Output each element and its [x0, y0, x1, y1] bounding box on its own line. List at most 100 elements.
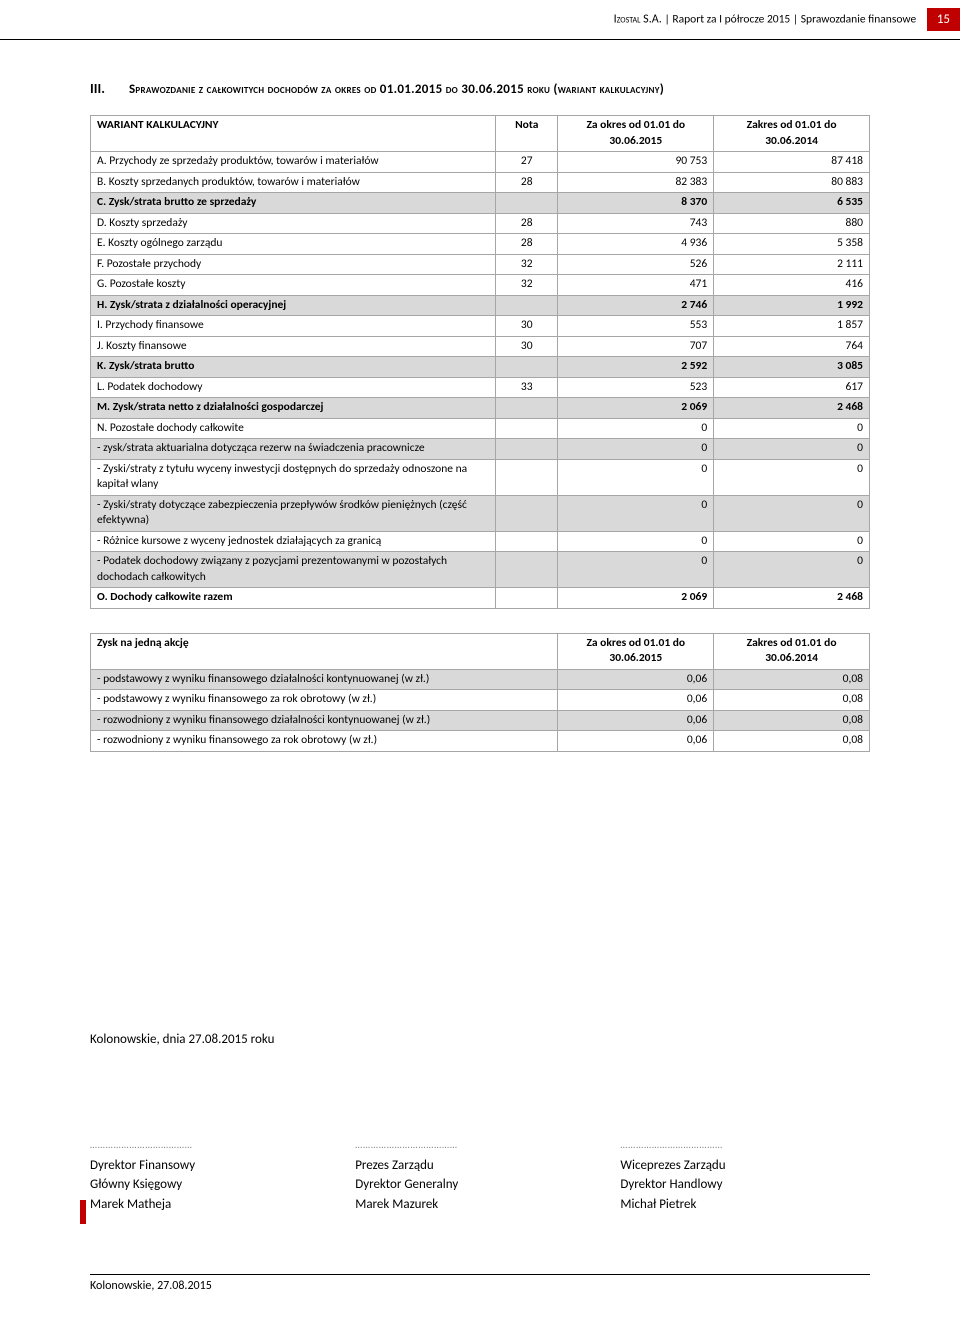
- row-value-current: 0: [558, 418, 714, 439]
- table-row: F. Pozostałe przychody325262 111: [91, 254, 870, 275]
- table-row: B. Koszty sprzedanych produktów, towarów…: [91, 172, 870, 193]
- footer-block: Kolonowskie, dnia 27.08.2015 roku …………………: [0, 1032, 960, 1215]
- table-row: O. Dochody całkowite razem2 0692 468: [91, 588, 870, 609]
- signature-line: …………………………………: [355, 1137, 605, 1152]
- table-row: I. Przychody finansowe305531 857: [91, 316, 870, 337]
- row-value-current: 2 746: [558, 295, 714, 316]
- table-row: - Różnice kursowe z wyceny jednostek dzi…: [91, 531, 870, 552]
- row-nota: 28: [496, 234, 558, 255]
- row-label: D. Koszty sprzedaży: [91, 213, 496, 234]
- row-value-prior: 0: [714, 495, 870, 531]
- table-row: - Zyski/straty dotyczące zabezpieczenia …: [91, 495, 870, 531]
- row-value-current: 8 370: [558, 193, 714, 214]
- table-row: C. Zysk/strata brutto ze sprzedaży8 3706…: [91, 193, 870, 214]
- table-header: Zakres od 01.01 do 30.06.2014: [714, 116, 870, 152]
- signature-column: …………………………………Dyrektor FinansowyGłówny Ks…: [90, 1137, 340, 1215]
- row-value-current: 523: [558, 377, 714, 398]
- row-nota: 28: [496, 213, 558, 234]
- row-value-prior: 1 857: [714, 316, 870, 337]
- table-header: Za okres od 01.01 do 30.06.2015: [558, 116, 714, 152]
- page-number-badge: 15: [927, 8, 960, 31]
- row-nota: [496, 459, 558, 495]
- row-value-current: 2 069: [558, 398, 714, 419]
- row-nota: 32: [496, 275, 558, 296]
- row-value-current: 0,06: [558, 690, 714, 711]
- row-value-current: 0,06: [558, 731, 714, 752]
- signature-column: …………………………………Wiceprezes ZarząduDyrektor …: [620, 1137, 870, 1215]
- signature-subtitle: Dyrektor Handlowy: [620, 1175, 870, 1195]
- table-row: A. Przychody ze sprzedaży produktów, tow…: [91, 152, 870, 173]
- row-value-prior: 0: [714, 418, 870, 439]
- row-label: E. Koszty ogólnego zarządu: [91, 234, 496, 255]
- row-nota: 33: [496, 377, 558, 398]
- table-row: M. Zysk/strata netto z działalności gosp…: [91, 398, 870, 419]
- row-label: - rozwodniony z wyniku finansowego za ro…: [91, 731, 558, 752]
- row-nota: [496, 398, 558, 419]
- row-value-prior: 0: [714, 439, 870, 460]
- row-label: - podstawowy z wyniku finansowego działa…: [91, 669, 558, 690]
- row-label: F. Pozostałe przychody: [91, 254, 496, 275]
- row-label: - Zyski/straty dotyczące zabezpieczenia …: [91, 495, 496, 531]
- row-value-prior: 0: [714, 459, 870, 495]
- row-value-prior: 764: [714, 336, 870, 357]
- row-value-current: 4 936: [558, 234, 714, 255]
- signature-name: Marek Mazurek: [355, 1195, 605, 1215]
- table-row: D. Koszty sprzedaży28743880: [91, 213, 870, 234]
- row-label: - podstawowy z wyniku finansowego za rok…: [91, 690, 558, 711]
- row-value-prior: 87 418: [714, 152, 870, 173]
- row-label: - Podatek dochodowy związany z pozycjami…: [91, 552, 496, 588]
- row-nota: [496, 357, 558, 378]
- row-value-prior: 0,08: [714, 690, 870, 711]
- row-value-current: 0,06: [558, 710, 714, 731]
- row-value-prior: 0,08: [714, 731, 870, 752]
- row-value-prior: 2 468: [714, 398, 870, 419]
- row-nota: [496, 439, 558, 460]
- row-value-current: 553: [558, 316, 714, 337]
- row-label: N. Pozostałe dochody całkowite: [91, 418, 496, 439]
- signature-subtitle: Dyrektor Generalny: [355, 1175, 605, 1195]
- page-footer-line: Kolonowskie, 27.08.2015: [90, 1274, 870, 1293]
- table-row: E. Koszty ogólnego zarządu284 9365 358: [91, 234, 870, 255]
- eps-table: Zysk na jedną akcjęZa okres od 01.01 do …: [90, 633, 870, 752]
- row-value-prior: 617: [714, 377, 870, 398]
- row-nota: [496, 495, 558, 531]
- table-row: - Zyski/straty z tytułu wyceny inwestycj…: [91, 459, 870, 495]
- row-value-current: 0,06: [558, 669, 714, 690]
- row-value-current: 471: [558, 275, 714, 296]
- section-title: Sprawozdanie z całkowitych dochodów za o…: [129, 82, 664, 97]
- signature-line: …………………………………: [90, 1137, 340, 1152]
- row-nota: [496, 295, 558, 316]
- row-value-current: 0: [558, 531, 714, 552]
- row-label: M. Zysk/strata netto z działalności gosp…: [91, 398, 496, 419]
- row-value-prior: 0: [714, 531, 870, 552]
- table-header: Nota: [496, 116, 558, 152]
- row-value-current: 743: [558, 213, 714, 234]
- row-nota: [496, 531, 558, 552]
- row-value-current: 2 592: [558, 357, 714, 378]
- table-row: - rozwodniony z wyniku finansowego dział…: [91, 710, 870, 731]
- row-value-prior: 5 358: [714, 234, 870, 255]
- income-statement-table: WARIANT KALKULACYJNYNotaZa okres od 01.0…: [90, 115, 870, 609]
- row-nota: 30: [496, 336, 558, 357]
- row-nota: 30: [496, 316, 558, 337]
- left-accent-bar: [80, 1200, 86, 1224]
- row-value-prior: 0,08: [714, 669, 870, 690]
- table-row: K. Zysk/strata brutto2 5923 085: [91, 357, 870, 378]
- table-row: - rozwodniony z wyniku finansowego za ro…: [91, 731, 870, 752]
- row-nota: [496, 552, 558, 588]
- row-value-current: 526: [558, 254, 714, 275]
- row-value-prior: 0: [714, 552, 870, 588]
- table-row: N. Pozostałe dochody całkowite 00: [91, 418, 870, 439]
- footer-bottom-text: Kolonowskie, 27.08.2015: [90, 1279, 212, 1293]
- signature-name: Michał Pietrek: [620, 1195, 870, 1215]
- row-value-prior: 0,08: [714, 710, 870, 731]
- table-header: WARIANT KALKULACYJNY: [91, 116, 496, 152]
- row-nota: 32: [496, 254, 558, 275]
- row-value-current: 707: [558, 336, 714, 357]
- signature-title: Dyrektor Finansowy: [90, 1156, 340, 1176]
- section-roman: III.: [90, 80, 105, 97]
- row-value-prior: 880: [714, 213, 870, 234]
- row-label: G. Pozostałe koszty: [91, 275, 496, 296]
- table-row: L. Podatek dochodowy33523617: [91, 377, 870, 398]
- row-value-current: 82 383: [558, 172, 714, 193]
